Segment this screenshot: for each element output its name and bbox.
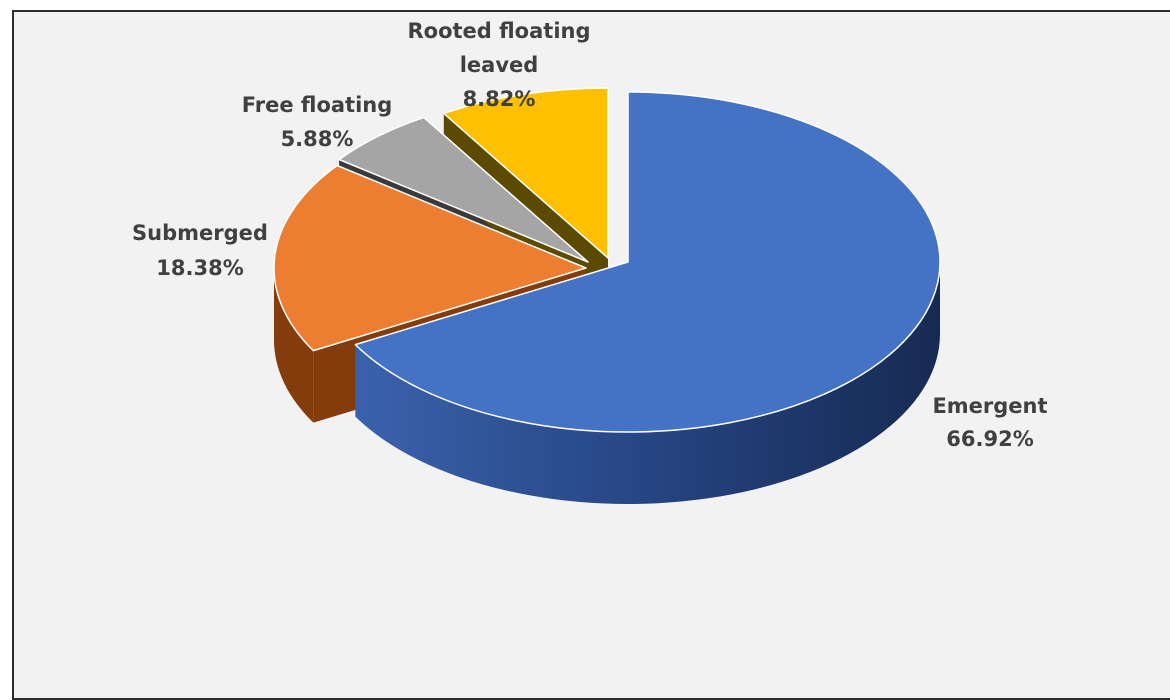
- slice-value-submerged: 18.38%: [156, 256, 243, 280]
- pie-slice-emergent: [354, 91, 941, 433]
- slice-label-free-floating: Free floating: [242, 93, 393, 117]
- pie-slice-free-floating: [338, 116, 589, 263]
- pie-slice-rooted-floating-leaved: [443, 87, 609, 259]
- slice-label-emergent: Emergent: [932, 394, 1047, 418]
- pie-chart: Emergent 66.92% Submerged 18.38% Free floati…: [132, 19, 1048, 504]
- pie-tops: [273, 87, 941, 433]
- slice-value-rooted-floating-leaved: 8.82%: [463, 87, 536, 111]
- slice-label-rooted-floating-leaved-line-2: leaved: [460, 53, 539, 77]
- slice-label-rooted-floating-leaved-line-1: Rooted floating: [407, 19, 590, 43]
- pie-side-submerged: [274, 268, 314, 423]
- slice-value-free-floating: 5.88%: [281, 127, 354, 151]
- pie-side-emergent: [355, 262, 940, 504]
- pie-slice-submerged: [273, 164, 587, 352]
- slice-value-emergent: 66.92%: [946, 427, 1033, 451]
- pie-labels: Emergent 66.92% Submerged 18.38% Free floati…: [132, 19, 1048, 451]
- slice-label-submerged: Submerged: [132, 221, 268, 245]
